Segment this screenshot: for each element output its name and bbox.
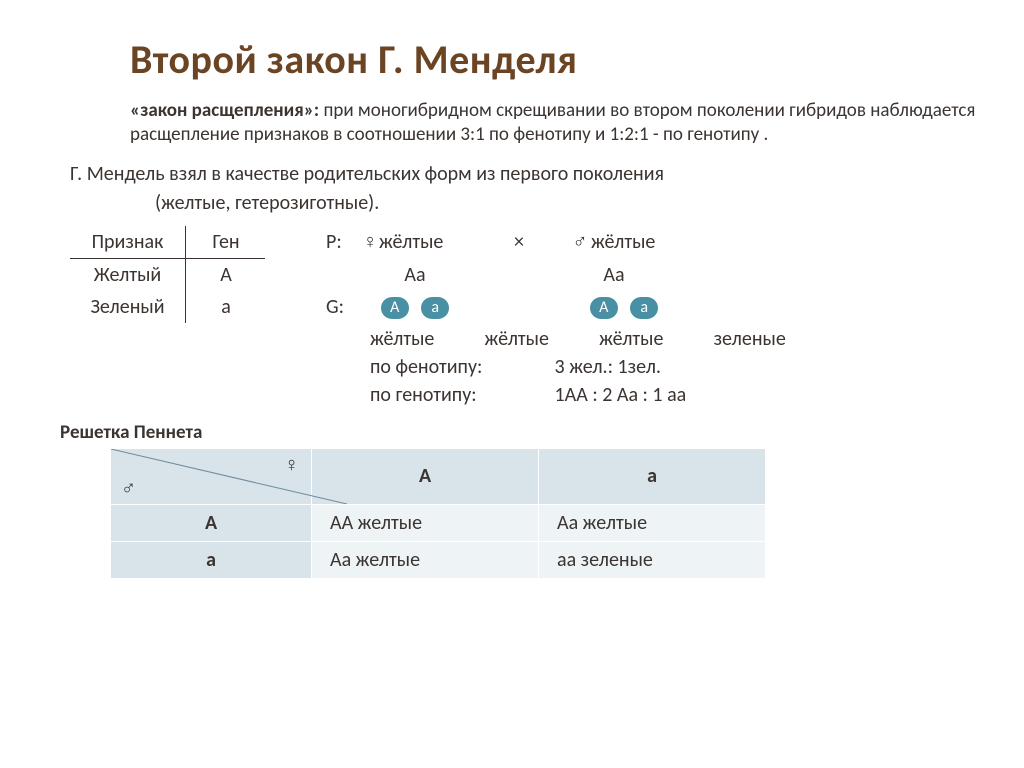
gamete: A — [590, 297, 618, 319]
punnett-cell: АА желтые — [312, 504, 539, 541]
gene-A: A — [186, 263, 266, 287]
gene-a: a — [186, 295, 266, 319]
trait-header: Признак — [70, 230, 185, 254]
paragraph-line1: Г. Мендель взял в качестве родительских … — [70, 162, 984, 187]
definition: «закон расщепления»: при моногибридном с… — [130, 99, 984, 147]
trait-green: Зеленый — [70, 295, 185, 319]
punnett-row-header: a — [111, 541, 312, 578]
male-symbol: ♂ — [121, 476, 136, 500]
punnett-cell: Аа желтые — [539, 504, 766, 541]
page-title: Второй закон Г. Менделя — [130, 35, 984, 84]
female-symbol: ♀ — [361, 230, 379, 254]
gene-header: Ген — [186, 230, 266, 254]
female-genotype: Aa — [361, 263, 469, 287]
female-symbol: ♀ — [284, 453, 299, 477]
punnett-col-header: a — [539, 448, 766, 504]
female-phenotype: жёлтые — [379, 230, 469, 254]
definition-label: «закон расщепления»: — [130, 99, 319, 122]
male-symbol: ♂ — [569, 230, 591, 254]
punnett-row-header: A — [111, 504, 312, 541]
gamete: a — [421, 297, 449, 319]
punnett-cell: аа зеленые — [539, 541, 766, 578]
male-phenotype: жёлтые — [591, 230, 655, 254]
male-genotype: Aa — [569, 263, 659, 287]
punnett-corner: ♀ ♂ — [111, 448, 312, 504]
g-label: G: — [326, 295, 361, 319]
trait-yellow: Желтый — [70, 263, 185, 287]
gamete: A — [381, 297, 409, 319]
cross-symbol: × — [469, 230, 569, 254]
paragraph-line2: (желтые, гетерозиготные). — [155, 191, 984, 216]
phenotype-ratio-row: по фенотипу: 3 жел.: 1зел. — [370, 355, 984, 379]
offspring-phenotype-row: жёлтые жёлтые жёлтые зеленые — [370, 327, 984, 351]
gamete: a — [630, 297, 658, 319]
punnett-title: Решетка Пеннета — [60, 421, 984, 444]
punnett-square: ♀ ♂ A a A АА желтые Аа желтые a Аа желты… — [110, 448, 766, 579]
punnett-cell: Аа желтые — [312, 541, 539, 578]
p-label: P: — [326, 230, 361, 254]
genotype-ratio-row: по генотипу: 1AA : 2 Aa : 1 aa — [370, 383, 984, 407]
